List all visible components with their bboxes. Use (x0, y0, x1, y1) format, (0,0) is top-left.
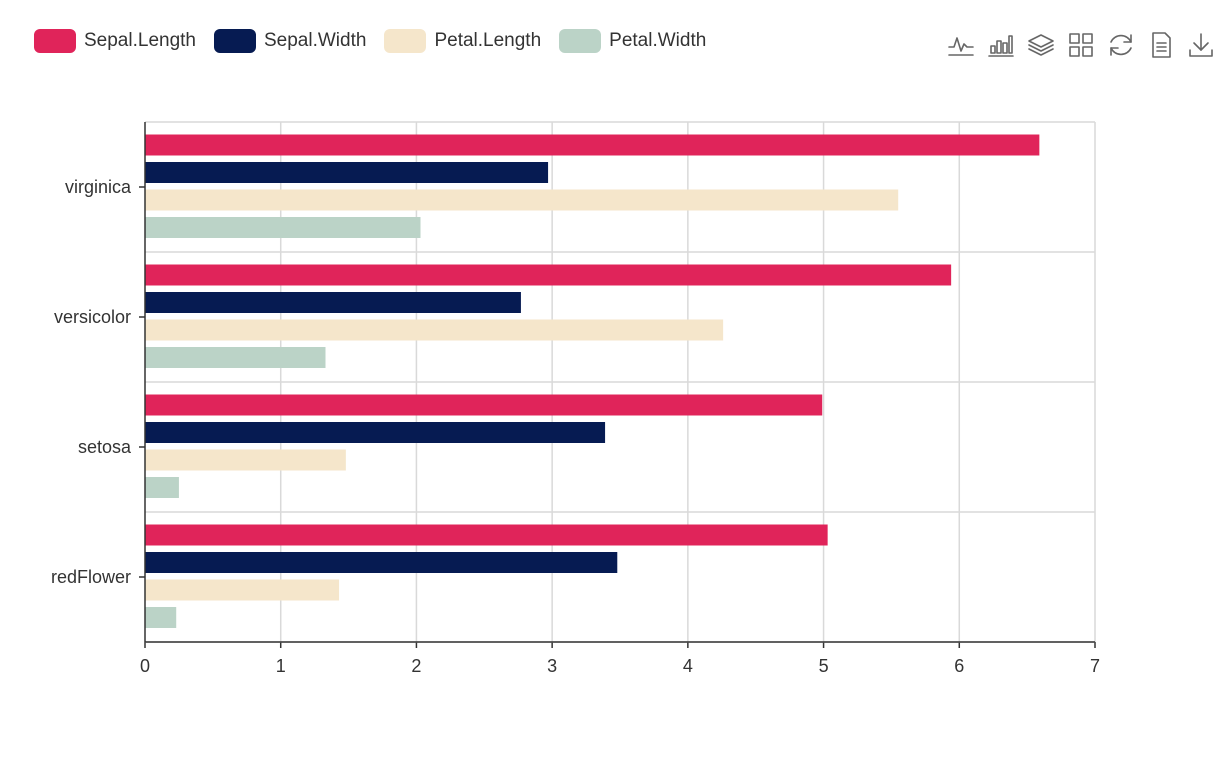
legend: Sepal.Length Sepal.Width Petal.Length Petal… (34, 29, 706, 53)
y-tick-label: setosa (78, 437, 132, 457)
legend-item[interactable]: Sepal.Width (214, 29, 366, 53)
y-tick-label: virginica (65, 177, 132, 197)
legend-swatch (34, 29, 76, 53)
x-tick-label: 5 (819, 656, 829, 676)
toolbox (946, 30, 1216, 60)
legend-item[interactable]: Petal.Length (384, 29, 541, 53)
data-view-icon[interactable] (1146, 30, 1176, 60)
x-tick-label: 1 (276, 656, 286, 676)
bar-chart-icon[interactable] (986, 30, 1016, 60)
bar (145, 524, 828, 546)
stack-icon[interactable] (1026, 30, 1056, 60)
bar (145, 607, 177, 628)
legend-swatch (384, 29, 427, 53)
bar (145, 134, 1040, 156)
bar (145, 552, 618, 573)
bar (145, 394, 823, 416)
x-tick-label: 2 (411, 656, 421, 676)
x-tick-label: 3 (547, 656, 557, 676)
x-tick-label: 0 (140, 656, 150, 676)
legend-item[interactable]: Sepal.Length (34, 29, 196, 53)
bar (145, 189, 899, 211)
legend-label: Petal.Width (609, 30, 707, 51)
bar (145, 422, 606, 443)
x-tick-label: 4 (683, 656, 693, 676)
save-image-icon[interactable] (1186, 30, 1216, 60)
legend-label: Sepal.Width (264, 30, 367, 51)
legend-item[interactable]: Petal.Width (559, 29, 706, 53)
x-tick-label: 7 (1090, 656, 1100, 676)
bar (145, 449, 346, 471)
bar (145, 264, 952, 286)
y-tick-label: versicolor (54, 307, 131, 327)
tiled-icon[interactable] (1066, 30, 1096, 60)
legend-label: Sepal.Length (84, 30, 196, 51)
line-chart-icon[interactable] (946, 30, 976, 60)
bar (145, 292, 521, 313)
legend-label: Petal.Length (434, 30, 542, 51)
bar (145, 217, 421, 238)
bar (145, 579, 340, 601)
bar (145, 477, 179, 498)
legend-swatch (214, 29, 256, 53)
y-tick-label: redFlower (51, 567, 131, 587)
bar (145, 319, 724, 341)
legend-swatch (559, 29, 602, 53)
restore-icon[interactable] (1106, 30, 1136, 60)
bar (145, 162, 549, 183)
bar (145, 347, 326, 368)
x-tick-label: 6 (954, 656, 964, 676)
